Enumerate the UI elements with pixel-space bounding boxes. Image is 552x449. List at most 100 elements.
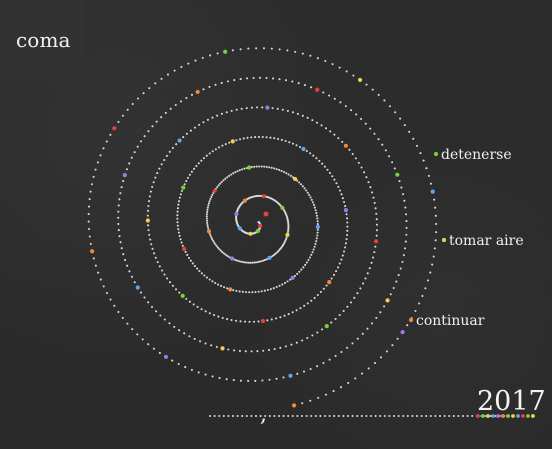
year-marker (496, 414, 500, 418)
spiral-dot (324, 393, 328, 396)
tail-dot (461, 414, 465, 418)
tail-dot (374, 414, 377, 418)
spiral-dot (178, 196, 181, 199)
spiral-dot (330, 277, 333, 280)
spiral-dot (185, 297, 188, 300)
spiral-dot (258, 165, 261, 168)
spiral-dot (305, 189, 308, 192)
spiral-dot (126, 322, 129, 325)
spiral-dot (208, 85, 211, 88)
spiral-dot (316, 365, 319, 368)
spiral-dot (202, 88, 205, 91)
spiral-dot (360, 117, 363, 121)
spiral-dot (247, 47, 250, 50)
spiral-dot (133, 151, 136, 154)
tail-dot (369, 414, 373, 418)
spiral-marker (228, 287, 233, 292)
spiral-dot (405, 213, 408, 216)
spiral-dot (315, 237, 318, 240)
spiral-dot (133, 281, 136, 284)
spiral-dot (296, 112, 299, 115)
spiral-dot (171, 146, 174, 150)
spiral-dot (316, 228, 319, 231)
spiral-dot (287, 173, 290, 176)
spiral-dot (367, 181, 370, 184)
spiral-dot (218, 146, 221, 149)
spiral-dot (206, 210, 209, 214)
spiral-dot (105, 292, 109, 295)
tail-dot (328, 414, 331, 418)
spiral-dot (251, 291, 254, 294)
spiral-dot (394, 111, 397, 114)
spiral-dot (341, 140, 344, 143)
spiral-dot (285, 172, 288, 175)
spiral-dot (200, 308, 203, 311)
spiral-dot (361, 332, 364, 335)
spiral-dot (333, 178, 336, 181)
spiral-dot (87, 213, 90, 216)
tail-dot (356, 414, 359, 418)
tail-dot (241, 414, 244, 418)
spiral-dot (299, 146, 302, 149)
spiral-dot (337, 185, 340, 188)
spiral-dot (361, 372, 364, 375)
spiral-dot (405, 233, 408, 236)
spiral-dot (88, 228, 91, 231)
spiral-dot (185, 180, 188, 183)
spiral-dot (290, 343, 293, 346)
spiral-dot (395, 280, 398, 283)
spiral-dot (252, 320, 256, 323)
spiral-dot (214, 281, 217, 285)
spiral-dot (179, 100, 183, 103)
spiral-dot (299, 183, 303, 186)
spiral-dot (273, 167, 276, 170)
spiral-marker (400, 329, 405, 335)
spiral-dot (174, 288, 178, 291)
spiral-dot (375, 212, 378, 215)
spiral-dot (388, 105, 391, 108)
spiral-dot (434, 206, 437, 209)
spiral-dot (163, 158, 166, 162)
spiral-dot (338, 66, 341, 69)
spiral-dot (276, 107, 279, 110)
spiral-dot (346, 233, 349, 237)
spiral-dot (211, 238, 214, 241)
spiral-dot (142, 92, 145, 95)
spiral-dot (190, 368, 193, 371)
spiral-dot (366, 327, 369, 330)
spiral-dot (271, 107, 274, 110)
spiral-dot (149, 190, 152, 193)
spiral-dot (120, 247, 123, 250)
spiral-dot (210, 344, 213, 347)
spiral-dot (279, 316, 282, 319)
spiral-dot (372, 196, 375, 199)
spiral-dot (149, 238, 152, 241)
spiral-dot (284, 345, 287, 348)
spiral-dot (211, 150, 214, 153)
spiral-dot (124, 258, 127, 262)
spiral-dot (328, 94, 331, 97)
spiral-dot (316, 331, 319, 334)
spiral-dot (266, 319, 269, 322)
spiral-dot (216, 114, 219, 117)
spiral-dot (166, 277, 169, 280)
spiral-dot (253, 261, 256, 264)
spiral-dot (234, 171, 237, 174)
spiral-dot (383, 99, 386, 102)
spiral-dot (283, 314, 286, 317)
spiral-dot (174, 103, 177, 107)
spiral-dot (344, 242, 347, 245)
spiral-dot (225, 254, 228, 257)
spiral-dot (248, 320, 251, 323)
spiral-dot (312, 154, 315, 157)
tail-dot (218, 414, 221, 418)
spiral-dot (126, 108, 129, 111)
tail-dot (411, 414, 414, 418)
spiral-dot (348, 148, 351, 151)
spiral-dot (117, 216, 120, 219)
spiral-dot (188, 300, 191, 303)
spiral-marker (385, 298, 390, 303)
spiral-dot (261, 379, 264, 382)
spiral-dot (236, 259, 239, 262)
spiral-dot (151, 185, 154, 188)
